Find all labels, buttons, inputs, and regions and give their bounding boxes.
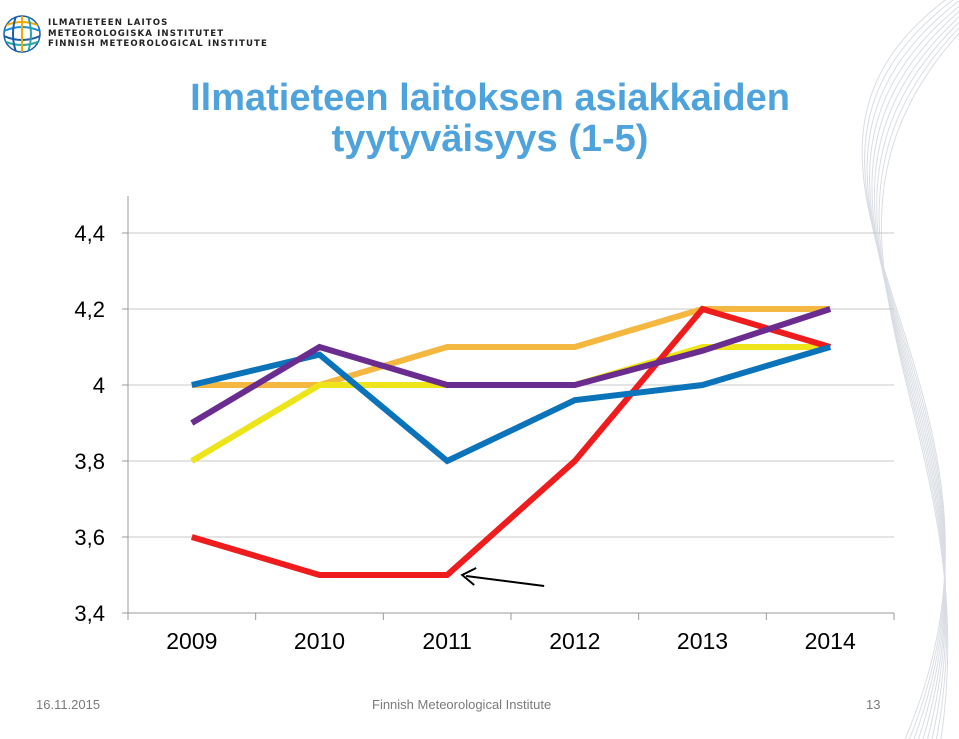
y-tick-labels: 3,4 3,6 3,8 4 4,2 4,4 [74, 221, 105, 626]
footer-date: 16.11.2015 [36, 697, 101, 712]
series-line-2 [190, 305, 832, 578]
y-tick-label: 3,8 [74, 449, 105, 474]
series-line-4 [190, 306, 832, 426]
chart-axes [122, 196, 895, 620]
x-tick-label: 2011 [422, 628, 471, 654]
y-tick-label: 4,2 [74, 297, 105, 322]
x-tick-label: 2013 [677, 628, 728, 654]
logo-text: ILMATIETEEN LAITOS METEOROLOGISKA INSTIT… [48, 18, 268, 50]
chart-series [190, 305, 832, 578]
series-line-0 [191, 306, 831, 388]
logo-line-fi: ILMATIETEEN LAITOS [48, 18, 169, 29]
swirl-line [881, 32, 959, 739]
slide-title-line-1: Ilmatieteen laitoksen asiakkaiden [190, 77, 790, 119]
fmi-logo: ILMATIETEEN LAITOS METEOROLOGISKA INSTIT… [2, 14, 268, 54]
fmi-globe-icon [3, 15, 41, 53]
x-tick-labels: 2009 2010 2011 2012 2013 2014 [166, 628, 856, 654]
annotation-arrow-head [460, 567, 477, 586]
logo-line-en: FINNISH METEOROLOGICAL INSTITUTE [48, 39, 268, 50]
slide-title: Ilmatieteen laitoksen asiakkaiden tyytyv… [120, 78, 860, 160]
slide-title-line-2: tyytyväisyys (1-5) [331, 118, 649, 160]
y-tick-label: 4,4 [74, 221, 105, 246]
x-tick-label: 2014 [805, 628, 856, 654]
x-tick-label: 2012 [549, 628, 600, 654]
y-tick-label: 3,6 [74, 525, 105, 550]
logo-line-sv: METEOROLOGISKA INSTITUTET [48, 28, 225, 39]
x-tick-label: 2009 [166, 628, 217, 654]
x-tick-label: 2010 [294, 628, 345, 654]
chart-annotation [460, 567, 545, 587]
footer-organization: Finnish Meteorological Institute [372, 697, 552, 712]
footer-page-number: 13 [866, 697, 881, 712]
annotation-arrow-shaft [466, 575, 545, 587]
y-tick-label: 4 [93, 373, 105, 398]
swirl-line [871, 11, 959, 739]
y-tick-label: 3,4 [74, 601, 105, 626]
